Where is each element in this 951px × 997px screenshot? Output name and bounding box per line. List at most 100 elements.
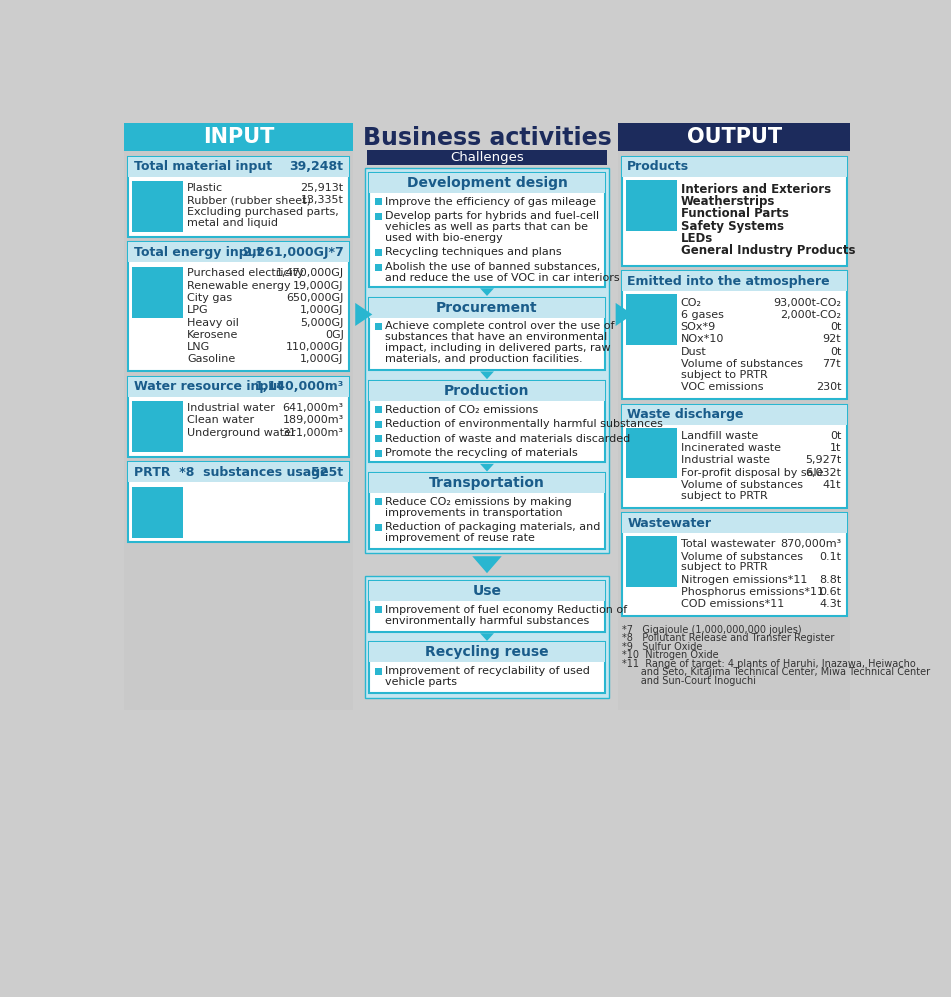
Text: 1,000GJ: 1,000GJ <box>301 355 343 365</box>
Text: 39,248t: 39,248t <box>290 161 343 173</box>
Text: Emitted into the atmosphere: Emitted into the atmosphere <box>628 275 830 288</box>
Bar <box>369 473 605 548</box>
Text: 110,000GJ: 110,000GJ <box>286 342 343 352</box>
Bar <box>128 242 349 262</box>
Text: PRTR  *8  substances usage: PRTR *8 substances usage <box>133 466 328 479</box>
Text: Gasoline: Gasoline <box>187 355 235 365</box>
Bar <box>369 473 605 494</box>
Bar <box>128 377 349 397</box>
Text: Wastewater: Wastewater <box>628 516 711 529</box>
Text: subject to PRTR: subject to PRTR <box>681 491 767 500</box>
Text: Recycling techniques and plans: Recycling techniques and plans <box>385 247 562 257</box>
Text: 230t: 230t <box>816 382 842 392</box>
Bar <box>618 124 850 152</box>
Text: General Industry Products: General Industry Products <box>681 244 855 257</box>
Bar <box>364 576 610 698</box>
Text: 41t: 41t <box>823 480 842 490</box>
Text: 650,000GJ: 650,000GJ <box>286 293 343 303</box>
Text: and Seto, Kitajima Technical Center, Miwa Technical Center: and Seto, Kitajima Technical Center, Miw… <box>622 667 930 677</box>
Text: Challenges: Challenges <box>450 151 524 164</box>
Text: 77t: 77t <box>823 359 842 369</box>
Text: Underground water: Underground water <box>187 428 296 438</box>
Bar <box>618 124 850 710</box>
Bar <box>369 642 605 662</box>
Text: Improve the efficiency of gas mileage: Improve the efficiency of gas mileage <box>385 196 596 206</box>
Text: *11  Range of target: 4 plants of Haruhi, Inazawa, Heiwacho: *11 Range of target: 4 plants of Haruhi,… <box>622 659 916 669</box>
Text: 5,927t: 5,927t <box>805 456 842 466</box>
Text: Reduction of environmentally harmful substances: Reduction of environmentally harmful sub… <box>385 419 664 429</box>
Text: 92t: 92t <box>823 334 842 345</box>
Bar <box>626 428 677 479</box>
Text: Develop parts for hybrids and fuel-cell: Develop parts for hybrids and fuel-cell <box>385 211 599 221</box>
Bar <box>376 668 382 675</box>
Text: 6 gases: 6 gases <box>681 310 724 320</box>
Polygon shape <box>356 303 372 326</box>
Bar <box>128 377 349 457</box>
Text: VOC emissions: VOC emissions <box>681 382 764 392</box>
Text: impact, including in delivered parts, raw: impact, including in delivered parts, ra… <box>385 343 611 353</box>
Text: INPUT: INPUT <box>203 128 274 148</box>
Text: 4.3t: 4.3t <box>819 599 842 609</box>
Text: Total material input: Total material input <box>133 161 272 173</box>
Text: substances that have an environmental: substances that have an environmental <box>385 332 608 342</box>
Text: 25,913t: 25,913t <box>301 182 343 192</box>
Text: Achieve complete control over the use of: Achieve complete control over the use of <box>385 321 615 331</box>
Text: 0t: 0t <box>830 322 842 332</box>
Bar <box>622 271 846 399</box>
Text: Kerosene: Kerosene <box>187 330 239 340</box>
Text: LNG: LNG <box>187 342 210 352</box>
Text: 1t: 1t <box>830 443 842 453</box>
Text: vehicles as well as parts that can be: vehicles as well as parts that can be <box>385 222 589 232</box>
Text: Improvement of fuel economy Reduction of: Improvement of fuel economy Reduction of <box>385 605 628 615</box>
Bar <box>376 212 382 219</box>
Text: Plastic: Plastic <box>187 182 223 192</box>
Text: SOx*9: SOx*9 <box>681 322 716 332</box>
Text: 5,000GJ: 5,000GJ <box>301 317 343 328</box>
Text: Volume of substances: Volume of substances <box>681 551 803 561</box>
Text: For-profit disposal by sale: For-profit disposal by sale <box>681 468 824 478</box>
Bar <box>369 381 605 401</box>
Bar <box>369 172 605 192</box>
Bar <box>364 168 610 553</box>
Polygon shape <box>480 288 494 296</box>
Text: 0t: 0t <box>830 431 842 441</box>
Text: 6,032t: 6,032t <box>805 468 842 478</box>
Text: 1,140,000m³: 1,140,000m³ <box>254 380 343 394</box>
Text: Products: Products <box>628 161 689 173</box>
Text: Use: Use <box>473 584 501 598</box>
Text: NOx*10: NOx*10 <box>681 334 724 345</box>
Text: Industrial water: Industrial water <box>187 403 275 413</box>
Text: Purchased electricity: Purchased electricity <box>187 268 303 278</box>
Polygon shape <box>480 633 494 641</box>
Text: subject to PRTR: subject to PRTR <box>681 370 767 380</box>
Text: 8.8t: 8.8t <box>819 574 842 584</box>
Text: 13,335t: 13,335t <box>301 195 343 205</box>
Bar <box>376 263 382 270</box>
Text: Transportation: Transportation <box>429 477 545 491</box>
Text: Clean water: Clean water <box>187 416 254 426</box>
Text: Excluding purchased parts,: Excluding purchased parts, <box>187 207 339 217</box>
Bar <box>369 172 605 287</box>
Text: 641,000m³: 641,000m³ <box>282 403 343 413</box>
Text: Waste discharge: Waste discharge <box>628 408 744 421</box>
Text: Landfill waste: Landfill waste <box>681 431 758 441</box>
Bar <box>128 157 349 176</box>
Bar <box>622 405 846 425</box>
Text: Reduction of CO₂ emissions: Reduction of CO₂ emissions <box>385 405 538 415</box>
Bar <box>367 150 607 166</box>
Text: and Sun-Court Inoguchi: and Sun-Court Inoguchi <box>622 676 756 686</box>
Text: 0.1t: 0.1t <box>819 551 842 561</box>
Bar <box>376 249 382 256</box>
Text: 93,000t-CO₂: 93,000t-CO₂ <box>773 297 842 307</box>
Text: Total wastewater: Total wastewater <box>681 539 775 549</box>
Polygon shape <box>480 372 494 379</box>
Text: Total energy input: Total energy input <box>133 245 262 258</box>
Bar <box>369 581 605 601</box>
Text: 0GJ: 0GJ <box>324 330 343 340</box>
Bar <box>369 297 605 370</box>
Text: Dust: Dust <box>681 347 707 357</box>
Polygon shape <box>480 464 494 472</box>
Text: Rubber (rubber sheet): Rubber (rubber sheet) <box>187 195 311 205</box>
Text: Procurement: Procurement <box>437 300 538 314</box>
Text: 311,000m³: 311,000m³ <box>282 428 343 438</box>
